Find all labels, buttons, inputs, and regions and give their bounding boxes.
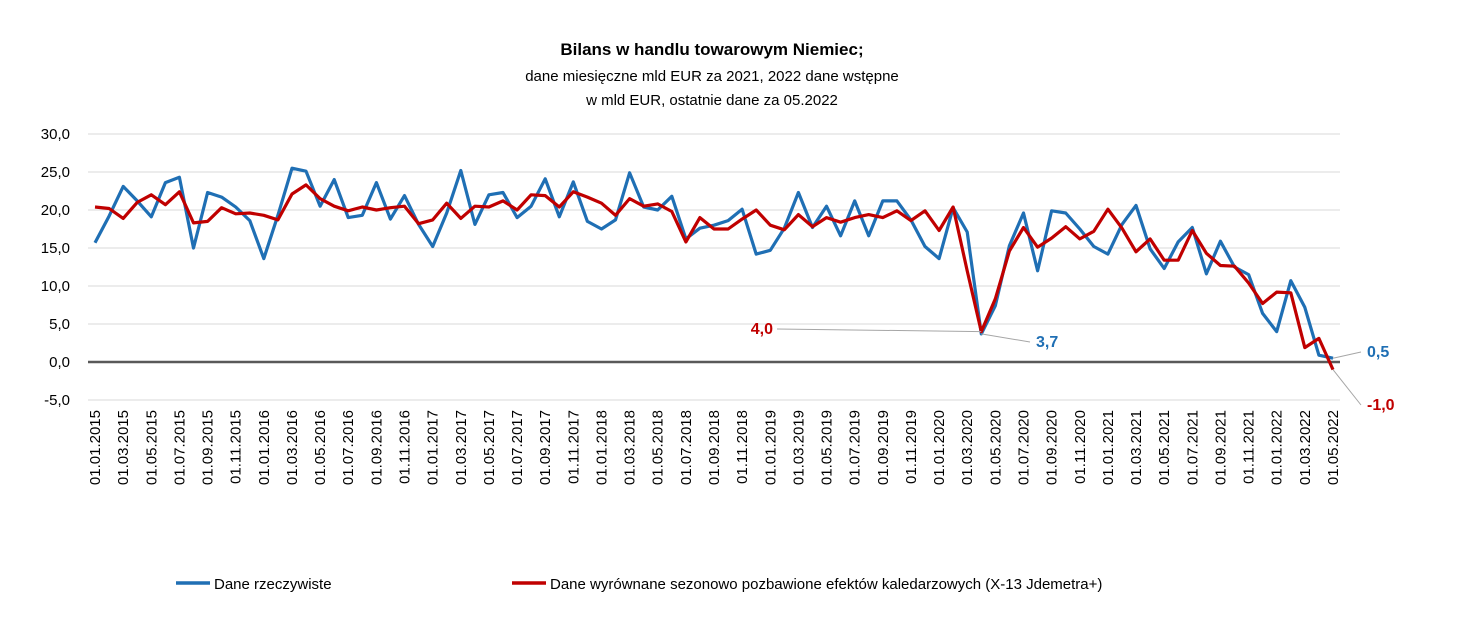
legend-label-adjusted: Dane wyrównane sezonowo pozbawione efekt… <box>550 576 1102 593</box>
x-tick-label: 01.11.2019 <box>903 410 920 484</box>
x-tick-label: 01.11.2016 <box>397 410 414 484</box>
x-tick-label: 01.05.2018 <box>650 410 667 485</box>
y-tick-label: 25,0 <box>41 164 70 181</box>
y-tick-label: 0,0 <box>49 354 70 371</box>
annotation-leader <box>1332 369 1362 406</box>
x-tick-label: 01.03.2021 <box>1128 410 1145 485</box>
annotation-label: -1,0 <box>1367 397 1395 414</box>
x-tick-label: 01.03.2022 <box>1297 410 1314 485</box>
annotation-label: 4,0 <box>751 321 773 338</box>
x-tick-label: 01.01.2022 <box>1269 410 1286 485</box>
x-tick-label: 01.05.2017 <box>481 410 498 485</box>
x-tick-label: 01.01.2015 <box>87 410 104 485</box>
series-adjusted-line <box>94 183 1335 371</box>
annotation-leader <box>981 333 1031 343</box>
x-tick-label: 01.07.2016 <box>340 410 357 485</box>
x-tick-label: 01.03.2020 <box>959 410 976 485</box>
x-tick-label: 01.03.2018 <box>622 410 639 485</box>
x-tick-label: 01.09.2016 <box>368 410 385 485</box>
x-axis-ticks: 01.01.2015 01.03.2015 01.05.2015 01.07.2015… <box>87 410 1342 485</box>
series-actual-line <box>93 166 1334 360</box>
x-tick-label: 01.01.2021 <box>1100 410 1117 485</box>
legend-label-actual: Dane rzeczywiste <box>214 576 332 593</box>
y-tick-label: 5,0 <box>49 316 70 333</box>
annotations: 4,0 3,7 0,5 -1,0 <box>751 321 1395 414</box>
x-tick-label: 01.01.2016 <box>256 410 273 485</box>
annotation-label: 3,7 <box>1036 334 1058 351</box>
y-tick-label: 30,0 <box>41 126 70 143</box>
x-tick-label: 01.07.2020 <box>1015 410 1032 485</box>
x-tick-label: 01.05.2021 <box>1156 410 1173 485</box>
y-axis-ticks: -5,0 0,0 5,0 10,0 15,0 20,0 25,0 30,0 <box>41 126 70 409</box>
x-tick-label: 01.07.2015 <box>171 410 188 485</box>
x-tick-label: 01.07.2021 <box>1184 410 1201 485</box>
chart-subtitle-line-2: w mld EUR, ostatnie dane za 05.2022 <box>585 92 838 109</box>
x-tick-label: 01.01.2019 <box>762 410 779 485</box>
x-tick-label: 01.05.2016 <box>312 410 329 485</box>
y-tick-label: -5,0 <box>44 392 70 409</box>
x-tick-label: 01.11.2017 <box>565 410 582 484</box>
x-tick-label: 01.01.2017 <box>425 410 442 485</box>
grid <box>88 133 1340 401</box>
y-tick-label: 15,0 <box>41 240 70 257</box>
x-tick-label: 01.11.2018 <box>734 410 751 484</box>
x-tick-label: 01.11.2015 <box>228 410 245 484</box>
x-tick-label: 01.03.2016 <box>284 410 301 485</box>
x-tick-label: 01.05.2020 <box>987 410 1004 485</box>
x-tick-label: 01.09.2020 <box>1044 410 1061 485</box>
series-lines <box>93 166 1335 371</box>
x-tick-label: 01.09.2015 <box>200 410 217 485</box>
x-tick-label: 01.05.2022 <box>1325 410 1342 485</box>
legend: Dane rzeczywiste Dane wyrównane sezonowo… <box>176 576 1102 593</box>
x-tick-label: 01.09.2019 <box>875 410 892 485</box>
x-tick-label: 01.05.2019 <box>819 410 836 485</box>
x-tick-label: 01.09.2017 <box>537 410 554 485</box>
x-tick-label: 01.03.2015 <box>115 410 132 485</box>
x-tick-label: 01.01.2020 <box>931 410 948 485</box>
x-tick-label: 01.11.2020 <box>1072 410 1089 484</box>
annotation-leader <box>776 328 982 333</box>
chart-title: Bilans w handlu towarowym Niemiec; <box>560 40 863 59</box>
x-tick-label: 01.05.2015 <box>143 410 160 485</box>
y-tick-label: 10,0 <box>41 278 70 295</box>
x-tick-label: 01.11.2021 <box>1241 410 1258 484</box>
x-tick-label: 01.07.2017 <box>509 410 526 485</box>
x-tick-label: 01.03.2019 <box>790 410 807 485</box>
x-tick-label: 01.07.2019 <box>847 410 864 485</box>
x-tick-label: 01.09.2021 <box>1212 410 1229 485</box>
x-tick-label: 01.07.2018 <box>678 410 695 485</box>
y-tick-label: 20,0 <box>41 202 70 219</box>
chart-subtitle-line-1: dane miesięczne mld EUR za 2021, 2022 da… <box>525 68 899 85</box>
annotation-label: 0,5 <box>1367 344 1389 361</box>
x-tick-label: 01.03.2017 <box>453 410 470 485</box>
x-tick-label: 01.01.2018 <box>593 410 610 485</box>
x-tick-label: 01.09.2018 <box>706 410 723 485</box>
annotation-leader <box>1332 351 1362 359</box>
